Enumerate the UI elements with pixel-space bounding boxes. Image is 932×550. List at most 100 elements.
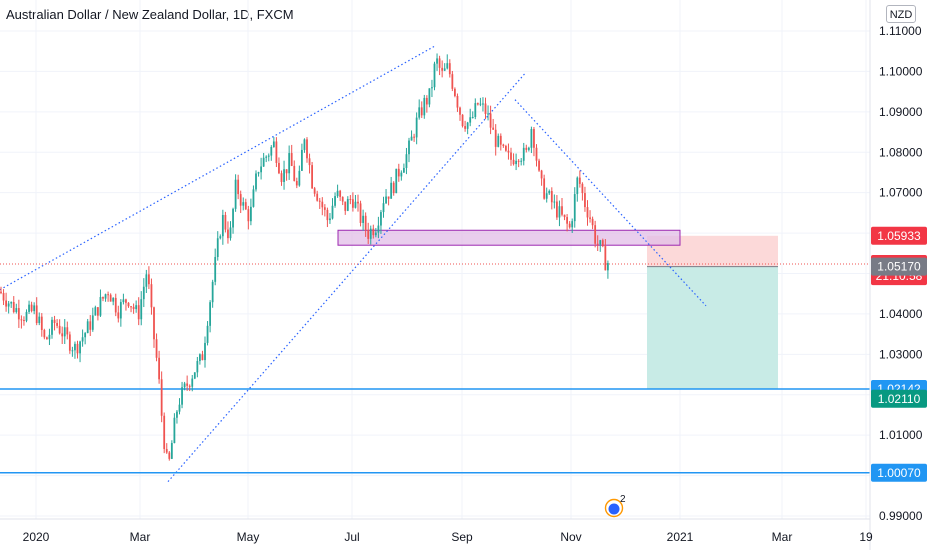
- price-tag-label: 1.05170: [877, 260, 921, 274]
- candle-body: [448, 63, 451, 75]
- price-tag-label: 1.00070: [877, 466, 921, 480]
- candle-body: [313, 188, 316, 194]
- candle-body: [170, 443, 173, 459]
- candle-body: [239, 194, 242, 206]
- candle-body: [196, 361, 199, 373]
- candle-body: [150, 284, 153, 308]
- candle-body: [35, 305, 38, 324]
- candle-body: [262, 157, 265, 167]
- candle-body: [512, 159, 515, 165]
- price-tag-label: 1.02110: [878, 392, 921, 406]
- candle-body: [127, 302, 130, 307]
- candle-body: [17, 308, 20, 320]
- time-tick-label: Mar: [772, 530, 793, 544]
- candle-body: [591, 218, 594, 226]
- candle-body: [227, 229, 229, 239]
- candle-body: [46, 337, 48, 340]
- candle-body: [298, 170, 301, 186]
- candle-body: [186, 383, 189, 386]
- candle-body: [372, 228, 375, 236]
- candle-body: [295, 180, 298, 186]
- candle-body: [607, 263, 609, 271]
- candle-body: [155, 339, 158, 358]
- candle-body: [293, 165, 296, 181]
- candle-body: [354, 201, 357, 208]
- candle-body: [234, 179, 237, 209]
- candle-body: [306, 139, 308, 159]
- candle-body: [382, 203, 385, 213]
- candle-body: [173, 417, 176, 444]
- candle-body: [219, 236, 222, 239]
- lower-trendline: [167, 73, 526, 483]
- candle-body: [387, 196, 390, 199]
- candle-body: [571, 221, 574, 228]
- candle-body: [318, 200, 321, 202]
- currency-badge[interactable]: NZD: [886, 5, 916, 23]
- candles: [0, 53, 609, 461]
- price-tick-label: 1.11000: [879, 24, 922, 38]
- candle-body: [71, 350, 74, 352]
- candle-body: [117, 312, 120, 319]
- candle-body: [596, 243, 599, 245]
- candle-body: [344, 201, 347, 211]
- candle-body: [61, 333, 64, 337]
- candle-body: [423, 97, 426, 116]
- candle-body: [56, 322, 58, 326]
- event-badge[interactable]: 2: [604, 494, 627, 518]
- time-tick-label: 2020: [23, 530, 50, 544]
- candle-body: [329, 218, 331, 221]
- candle-body: [346, 198, 349, 211]
- candle-body: [38, 316, 41, 324]
- candle-body: [109, 294, 112, 302]
- time-tick-label: 2021: [667, 530, 694, 544]
- candle-body: [323, 207, 326, 210]
- candle-body: [193, 372, 196, 379]
- time-axis[interactable]: 2020 Mar May Jul Sep Nov 2021 Mar 19: [0, 518, 873, 544]
- candle-body: [244, 202, 247, 210]
- candle-body: [556, 201, 558, 218]
- candle-body: [339, 190, 342, 197]
- candle-body: [74, 343, 76, 351]
- candle-body: [364, 215, 367, 230]
- candle-body: [2, 293, 5, 301]
- candle-body: [466, 122, 469, 129]
- candle-body: [494, 129, 497, 147]
- upper-trendline: [0, 45, 436, 291]
- candle-body: [89, 321, 92, 330]
- candle-body: [367, 229, 370, 239]
- candle-body: [255, 173, 257, 190]
- candle-body: [558, 206, 561, 218]
- candle-body: [43, 329, 46, 338]
- candle-body: [216, 238, 219, 257]
- candle-body: [334, 196, 336, 206]
- candle-body: [104, 294, 107, 299]
- candle-body: [535, 147, 538, 161]
- candle-body: [260, 166, 262, 173]
- candle-body: [352, 199, 354, 208]
- candle-body: [476, 103, 479, 105]
- candle-body: [158, 357, 160, 380]
- candle-body: [137, 305, 140, 320]
- candle-body: [438, 58, 441, 68]
- candle-body: [221, 214, 224, 237]
- candle-body: [250, 206, 252, 222]
- candle-body: [163, 415, 166, 449]
- candle-body: [578, 177, 581, 184]
- candle-body: [53, 319, 56, 323]
- candle-body: [482, 103, 484, 105]
- price-tick-label: 1.01000: [879, 428, 923, 442]
- candle-body: [252, 189, 255, 207]
- candle-body: [63, 327, 66, 337]
- candle-body: [331, 205, 334, 219]
- candle-body: [145, 274, 148, 287]
- candle-body: [280, 173, 283, 182]
- candle-body: [209, 302, 211, 326]
- price-axis[interactable]: 1.110001.100001.090001.080001.070001.060…: [869, 0, 923, 550]
- candle-body: [550, 190, 553, 203]
- candle-body: [533, 129, 535, 148]
- candle-body: [316, 193, 319, 201]
- candle-body: [395, 168, 398, 194]
- candle-body: [601, 240, 604, 247]
- candle-body: [140, 299, 143, 320]
